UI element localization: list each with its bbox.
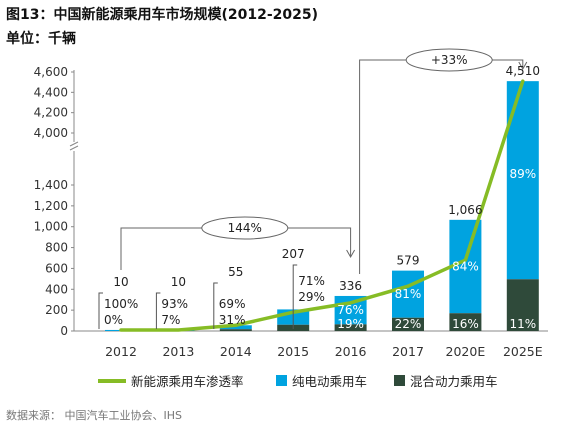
total-label: 10 [113, 275, 128, 289]
bar-hybrid [449, 313, 482, 331]
hybrid-share-label: 11% [509, 317, 536, 331]
total-label: 336 [339, 279, 362, 293]
ev-share-label: 84% [452, 260, 479, 274]
bar-hybrid [219, 329, 252, 331]
bar-hybrid [392, 317, 424, 331]
source-note: 数据来源： 中国汽车工业协会、IHS [6, 408, 182, 422]
penetration-point [176, 328, 180, 332]
penetration-point [463, 258, 467, 262]
penetration-line [119, 79, 525, 332]
growth-arrowhead [346, 249, 356, 259]
axis-layer: 0 200 400 600 800 1,000 1,200 1,400 4,000 4,200 4,… [34, 65, 548, 359]
x-tick-label: 2013 [162, 344, 194, 359]
ev-share-label: 93% [161, 297, 188, 311]
growth-bracket [359, 59, 524, 274]
chart-unit: 单位：千辆 [6, 30, 76, 47]
y-tick-label: 600 [45, 261, 68, 275]
chart-title: 图13：中国新能源乘用车市场规模(2012-2025) [6, 6, 318, 23]
penetration-point [521, 79, 525, 83]
hybrid-share-label: 7% [161, 313, 180, 327]
legend-penetration: 新能源乘用车渗透率 [131, 374, 244, 389]
total-label: 10 [171, 275, 186, 289]
penetration-point [349, 301, 353, 305]
x-tick-label: 2017 [392, 344, 424, 359]
y-tick-label: 400 [45, 282, 68, 296]
penetration-point [234, 323, 238, 327]
x-tick-label: 2012 [105, 344, 137, 359]
callout-bracket [292, 264, 298, 329]
y-tick-label: 4,200 [34, 106, 68, 120]
hybrid-share-label: 19% [337, 317, 364, 331]
growth-ellipse [405, 48, 493, 72]
x-tick-label: 2014 [220, 344, 252, 359]
y-tick-label: 1,000 [34, 220, 68, 234]
y-tick-label: 800 [45, 241, 68, 255]
callout-bracket [98, 292, 103, 329]
hybrid-share-label: 16% [452, 317, 479, 331]
y-tick-label: 1,200 [34, 199, 68, 213]
hybrid-share-label: 0% [104, 313, 123, 327]
y-tick-label: 200 [45, 303, 68, 317]
ev-share-label: 69% [219, 297, 246, 311]
legend-hybrid: 混合动力乘用车 [410, 374, 498, 389]
x-tick-label: 2015 [277, 344, 309, 359]
y-tick-label: 0 [60, 324, 68, 338]
legend-hybrid-swatch [394, 375, 405, 386]
label-layer: 10 100% 0% 10 93% 7% 55 69% 31% 207 71% 29% 336 76%19… [98, 64, 540, 331]
bar-ev [392, 270, 424, 318]
line-layer [119, 79, 525, 332]
total-label: 55 [228, 265, 243, 279]
bar-ev [219, 325, 252, 330]
total-label: 579 [397, 254, 420, 268]
axis-break-mark [69, 145, 79, 151]
callout-bracket [155, 292, 161, 329]
total-label: 4,510 [506, 64, 540, 78]
ev-share-label: 71% [298, 274, 325, 288]
axis-break-mark [69, 141, 79, 147]
growth-arrowhead [518, 61, 528, 71]
total-label: 207 [282, 247, 305, 261]
legend-ev: 纯电动乘用车 [292, 374, 367, 389]
x-tick-label: 2020E [446, 344, 486, 359]
legend-ev-swatch [276, 375, 287, 386]
growth-label: 144% [228, 221, 262, 235]
hybrid-share-label: 31% [219, 313, 246, 327]
y-tick-label: 4,400 [34, 85, 68, 99]
total-label: 1,066 [448, 203, 482, 217]
growth-label: +33% [431, 53, 468, 67]
hybrid-share-label: 29% [298, 290, 325, 304]
ev-share-label: 89% [509, 167, 536, 181]
y-tick-label: 4,000 [34, 126, 68, 140]
penetration-point [406, 284, 410, 288]
annotation-layer: 144% +33% [120, 48, 528, 274]
ev-share-label: 81% [395, 287, 422, 301]
growth-ellipse [201, 216, 289, 240]
callout-bracket [213, 282, 218, 329]
y-tick-label: 1,400 [34, 178, 68, 192]
legend: 新能源乘用车渗透率 纯电动乘用车 混合动力乘用车 [98, 374, 498, 389]
x-tick-label: 2016 [335, 344, 367, 359]
penetration-point [119, 328, 123, 332]
y-tick-label: 4,600 [34, 65, 68, 79]
bar-hybrid [334, 324, 367, 331]
hybrid-share-label: 22% [395, 317, 422, 331]
ev-share-label: 100% [104, 297, 138, 311]
ev-share-label: 76% [337, 303, 364, 317]
x-tick-label: 2025E [503, 344, 543, 359]
bar-hybrid [506, 279, 539, 331]
